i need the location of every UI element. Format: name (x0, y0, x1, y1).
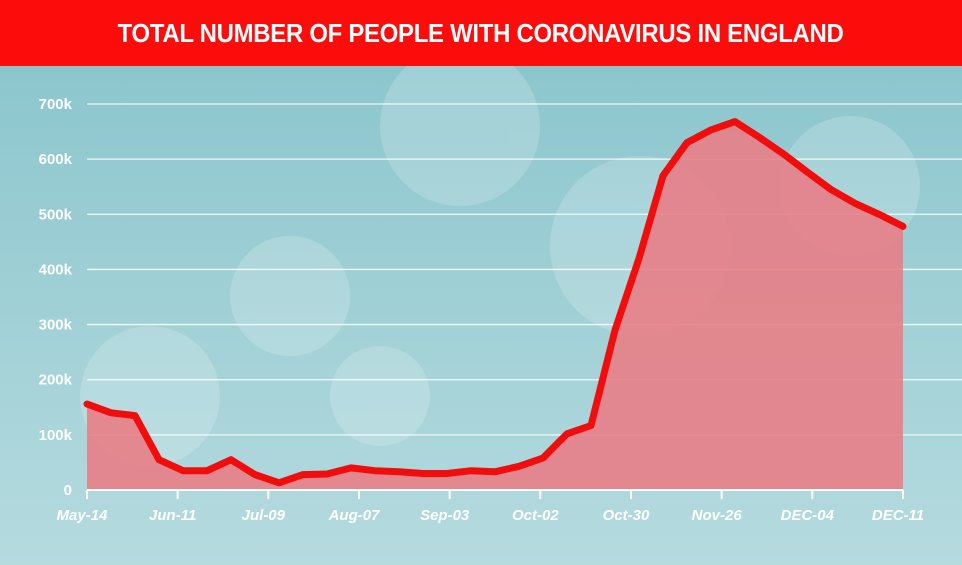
data-point-4 (180, 467, 187, 474)
x-tick-label: DEC-04 (781, 507, 835, 524)
data-point-20 (564, 430, 571, 437)
data-point-27 (732, 118, 739, 125)
data-point-5 (204, 467, 211, 474)
title-banner: TOTAL NUMBER OF PEOPLE WITH CORONAVIRUS … (0, 0, 962, 66)
y-axis: 0 100k 200k 300k 400k 500k 600k 700k (39, 96, 73, 499)
x-tick-label: Oct-02 (512, 507, 559, 524)
chart-area: 0 100k 200k 300k 400k 500k 600k 700k May-14 Jun-… (0, 66, 962, 565)
data-point-13 (396, 468, 403, 475)
data-point-0 (84, 400, 91, 407)
y-tick-label: 0 (64, 482, 72, 499)
data-point-31 (828, 186, 835, 193)
data-point-10 (324, 471, 331, 478)
data-point-19 (540, 455, 547, 462)
x-tick-label: DEC-11 (872, 507, 924, 524)
data-point-26 (708, 126, 715, 133)
chart-title: TOTAL NUMBER OF PEOPLE WITH CORONAVIRUS … (118, 17, 844, 48)
data-point-8 (276, 479, 283, 486)
data-point-22 (612, 327, 619, 334)
x-tick-label: Jun-11 (149, 507, 196, 524)
data-point-25 (684, 139, 691, 146)
data-point-1 (108, 409, 115, 416)
x-tick-label: Jul-09 (242, 507, 286, 524)
y-tick-label: 600k (39, 151, 73, 168)
virus-decor-1 (230, 236, 350, 356)
data-point-2 (132, 412, 139, 419)
x-tick-label: Sep-03 (420, 507, 470, 524)
data-point-18 (516, 463, 523, 470)
data-point-15 (444, 470, 451, 477)
data-point-12 (372, 467, 379, 474)
x-tick-label: May-14 (57, 507, 109, 524)
y-tick-label: 500k (39, 206, 73, 223)
virus-decor-5 (330, 346, 430, 446)
virus-decor-2 (380, 66, 540, 206)
data-point-11 (348, 464, 355, 471)
y-tick-label: 400k (39, 261, 73, 278)
data-point-21 (588, 422, 595, 429)
data-point-29 (780, 150, 787, 157)
y-tick-label: 200k (39, 372, 73, 389)
data-point-7 (252, 471, 259, 478)
x-tick-label: Aug-07 (328, 507, 380, 524)
data-point-14 (420, 470, 427, 477)
series-line (83, 118, 907, 487)
data-point-32 (852, 200, 859, 207)
data-point-9 (300, 471, 307, 478)
data-point-33 (876, 211, 883, 218)
line-layer (83, 118, 907, 487)
x-axis: May-14 Jun-11 Jul-09 Aug-07 Sep-03 Oct-02 Oct-… (57, 489, 924, 524)
y-tick-label: 300k (39, 317, 73, 334)
data-point-17 (492, 468, 499, 475)
x-tick-label: Oct-30 (603, 507, 650, 524)
y-tick-label: 100k (39, 427, 73, 444)
data-point-16 (468, 467, 475, 474)
data-point-24 (660, 172, 667, 179)
area-fill (87, 121, 903, 490)
area-fill-layer (87, 121, 903, 490)
data-point-28 (756, 134, 763, 141)
data-point-34 (900, 223, 907, 230)
data-point-6 (228, 456, 235, 463)
data-point-23 (636, 255, 643, 262)
data-point-3 (156, 456, 163, 463)
y-tick-label: 700k (39, 96, 73, 113)
data-point-30 (804, 168, 811, 175)
x-tick-label: Nov-26 (692, 507, 743, 524)
